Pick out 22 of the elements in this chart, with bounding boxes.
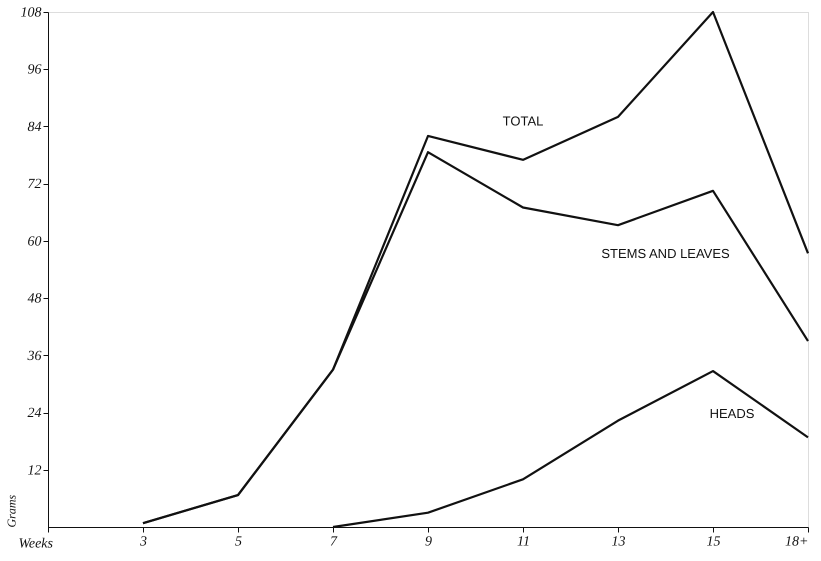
y-tick-label: 36 [26, 348, 42, 364]
series-label: STEMS AND LEAVES [601, 246, 730, 261]
y-tick-label: 108 [20, 6, 42, 20]
x-tick-label: 15 [706, 534, 720, 550]
y-axis-title: Grams [4, 494, 18, 528]
x-tick-label: 11 [517, 534, 530, 550]
y-tick-label: 72 [28, 177, 42, 192]
y-tick-label: 96 [28, 62, 42, 78]
y-tick-label: 48 [28, 292, 42, 307]
y-tick-label: 24 [28, 406, 42, 422]
series-label: HEADS [710, 406, 755, 421]
x-tick-label: 18+ [785, 534, 808, 550]
x-tick-label: 5 [235, 534, 242, 550]
x-tick-label: 3 [139, 534, 147, 550]
x-tick-label: 7 [330, 534, 338, 550]
y-tick-label: 60 [28, 234, 42, 250]
x-tick-label: 9 [425, 534, 432, 550]
x-tick-label: 13 [612, 534, 626, 550]
x-axis-title: Weeks [18, 536, 54, 552]
y-tick-label: 84 [28, 120, 42, 135]
y-tick-label: 12 [28, 463, 42, 478]
series-label: TOTAL [502, 114, 544, 129]
